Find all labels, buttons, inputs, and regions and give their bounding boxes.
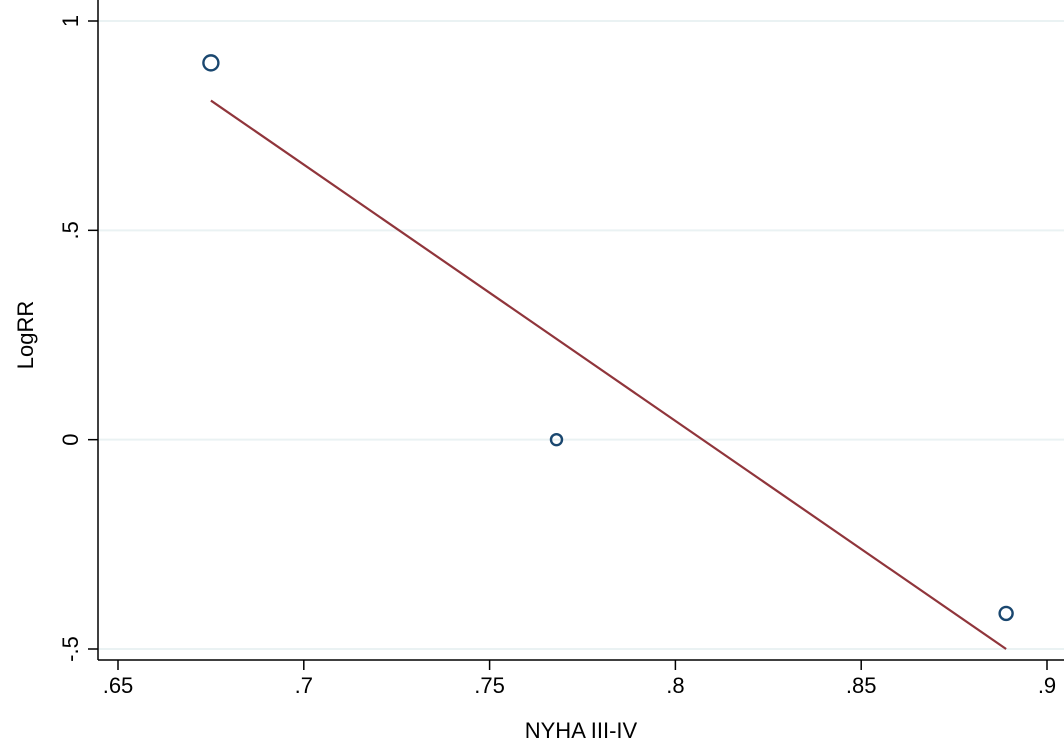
fit-line xyxy=(210,99,1007,650)
y-tick-label: 1 xyxy=(58,15,83,27)
x-tick-label: .85 xyxy=(846,673,877,698)
x-tick-label: .8 xyxy=(666,673,684,698)
scatter-point xyxy=(549,432,564,447)
y-axis-title: LogRR xyxy=(13,301,38,369)
scatter-point xyxy=(202,54,220,72)
y-tick-label: .5 xyxy=(58,221,83,239)
axes: -.5 0 .5 1 .65 .7 .75 .8 .85 .9 xyxy=(58,0,1064,698)
x-tick-label: .75 xyxy=(474,673,505,698)
fit-line-layer xyxy=(210,99,1007,650)
y-tick-label: 0 xyxy=(58,434,83,446)
x-axis-title: NYHA III-IV xyxy=(525,718,638,743)
y-tick-label: -.5 xyxy=(58,636,83,662)
grid-lines xyxy=(98,20,1064,650)
x-tick-label: .9 xyxy=(1038,673,1056,698)
x-tick-label: .7 xyxy=(295,673,313,698)
scatter-points xyxy=(202,54,1014,622)
x-tick-label: .65 xyxy=(103,673,134,698)
scatter-point xyxy=(998,605,1014,622)
